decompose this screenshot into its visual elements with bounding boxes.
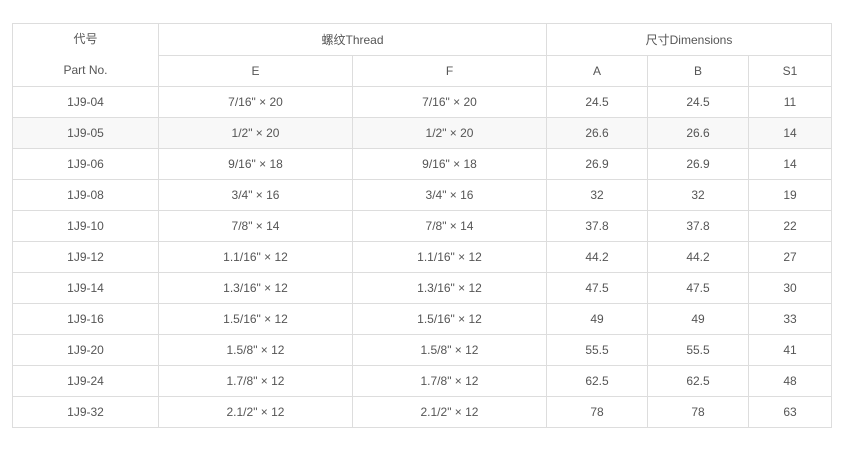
cell-part-no: 1J9-12 [12, 241, 159, 273]
cell-thread-f: 9/16" × 18 [352, 148, 547, 180]
cell-dim-a: 24.5 [546, 86, 648, 118]
cell-part-no: 1J9-08 [12, 179, 159, 211]
table-body: 1J9-04 7/16" × 20 7/16" × 20 24.5 24.5 11 1J9-… [12, 86, 832, 428]
cell-thread-e: 2.1/2" × 12 [158, 396, 353, 428]
cell-dim-b: 24.5 [647, 86, 749, 118]
table-row: 1J9-10 7/8" × 14 7/8" × 14 37.8 37.8 22 [12, 210, 832, 242]
col-f-header: F [352, 54, 547, 87]
cell-dim-a: 78 [546, 396, 648, 428]
table-row: 1J9-16 1.5/16" × 12 1.5/16" × 12 49 49 33 [12, 303, 832, 335]
cell-dim-s1: 48 [748, 365, 832, 397]
cell-thread-f: 7/8" × 14 [352, 210, 547, 242]
cell-dim-a: 37.8 [546, 210, 648, 242]
cell-dim-b: 32 [647, 179, 749, 211]
cell-dim-a: 55.5 [546, 334, 648, 366]
cell-part-no: 1J9-16 [12, 303, 159, 335]
cell-dim-s1: 63 [748, 396, 832, 428]
cell-dim-s1: 19 [748, 179, 832, 211]
cell-dim-s1: 22 [748, 210, 832, 242]
cell-dim-s1: 11 [748, 86, 832, 118]
cell-thread-f: 1.1/16" × 12 [352, 241, 547, 273]
cell-thread-e: 1.1/16" × 12 [158, 241, 353, 273]
cell-thread-e: 1.5/16" × 12 [158, 303, 353, 335]
cell-thread-f: 3/4" × 16 [352, 179, 547, 211]
thread-header: 螺纹Thread [158, 23, 547, 56]
table-row: 1J9-05 1/2" × 20 1/2" × 20 26.6 26.6 14 [12, 117, 832, 149]
cell-dim-b: 62.5 [647, 365, 749, 397]
table-row: 1J9-06 9/16" × 18 9/16" × 18 26.9 26.9 14 [12, 148, 832, 180]
cell-dim-b: 26.9 [647, 148, 749, 180]
cell-thread-e: 7/8" × 14 [158, 210, 353, 242]
cell-dim-b: 78 [647, 396, 749, 428]
cell-dim-b: 26.6 [647, 117, 749, 149]
cell-dim-s1: 41 [748, 334, 832, 366]
cell-part-no: 1J9-20 [12, 334, 159, 366]
cell-thread-e: 1.3/16" × 12 [158, 272, 353, 304]
cell-thread-f: 1.5/8" × 12 [352, 334, 547, 366]
cell-dim-a: 32 [546, 179, 648, 211]
col-e-header: E [158, 54, 353, 87]
cell-dim-a: 62.5 [546, 365, 648, 397]
cell-part-no: 1J9-10 [12, 210, 159, 242]
cell-part-no: 1J9-14 [12, 272, 159, 304]
part-no-header: 代号 Part No. [12, 23, 159, 87]
cell-thread-f: 1.7/8" × 12 [352, 365, 547, 397]
col-a-header: A [546, 54, 648, 87]
dimensions-table: 代号 Part No. 螺纹Thread 尺寸Dimensions E F A … [12, 23, 832, 428]
cell-dim-b: 37.8 [647, 210, 749, 242]
cell-thread-f: 2.1/2" × 12 [352, 396, 547, 428]
cell-thread-e: 3/4" × 16 [158, 179, 353, 211]
cell-thread-e: 1/2" × 20 [158, 117, 353, 149]
cell-dim-a: 26.6 [546, 117, 648, 149]
cell-dim-b: 44.2 [647, 241, 749, 273]
cell-dim-a: 49 [546, 303, 648, 335]
cell-part-no: 1J9-04 [12, 86, 159, 118]
cell-thread-f: 1.3/16" × 12 [352, 272, 547, 304]
cell-thread-e: 1.5/8" × 12 [158, 334, 353, 366]
col-s1-header: S1 [748, 54, 832, 87]
cell-part-no: 1J9-32 [12, 396, 159, 428]
cell-dim-a: 26.9 [546, 148, 648, 180]
cell-thread-e: 7/16" × 20 [158, 86, 353, 118]
table-row: 1J9-04 7/16" × 20 7/16" × 20 24.5 24.5 11 [12, 86, 832, 118]
cell-thread-f: 7/16" × 20 [352, 86, 547, 118]
table-row: 1J9-14 1.3/16" × 12 1.3/16" × 12 47.5 47.5 30 [12, 272, 832, 304]
cell-part-no: 1J9-24 [12, 365, 159, 397]
dimensions-header: 尺寸Dimensions [546, 23, 832, 56]
table-row: 1J9-20 1.5/8" × 12 1.5/8" × 12 55.5 55.5 41 [12, 334, 832, 366]
cell-part-no: 1J9-05 [12, 117, 159, 149]
table-row: 1J9-08 3/4" × 16 3/4" × 16 32 32 19 [12, 179, 832, 211]
cell-thread-f: 1.5/16" × 12 [352, 303, 547, 335]
cell-part-no: 1J9-06 [12, 148, 159, 180]
cell-dim-s1: 14 [748, 117, 832, 149]
table-row: 1J9-24 1.7/8" × 12 1.7/8" × 12 62.5 62.5 48 [12, 365, 832, 397]
cell-dim-b: 49 [647, 303, 749, 335]
part-no-header-cn: 代号 [73, 32, 98, 46]
part-no-header-en: Part No. [63, 63, 108, 77]
cell-thread-f: 1/2" × 20 [352, 117, 547, 149]
cell-dim-s1: 14 [748, 148, 832, 180]
cell-dim-b: 55.5 [647, 334, 749, 366]
cell-dim-s1: 27 [748, 241, 832, 273]
cell-dim-a: 47.5 [546, 272, 648, 304]
cell-dim-b: 47.5 [647, 272, 749, 304]
cell-dim-a: 44.2 [546, 241, 648, 273]
table-row: 1J9-32 2.1/2" × 12 2.1/2" × 12 78 78 63 [12, 396, 832, 428]
cell-thread-e: 1.7/8" × 12 [158, 365, 353, 397]
cell-thread-e: 9/16" × 18 [158, 148, 353, 180]
cell-dim-s1: 33 [748, 303, 832, 335]
table-row: 1J9-12 1.1/16" × 12 1.1/16" × 12 44.2 44.2 27 [12, 241, 832, 273]
col-b-header: B [647, 54, 749, 87]
cell-dim-s1: 30 [748, 272, 832, 304]
